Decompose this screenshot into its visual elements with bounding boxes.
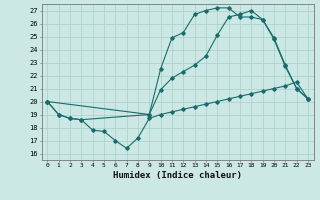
X-axis label: Humidex (Indice chaleur): Humidex (Indice chaleur) (113, 171, 242, 180)
